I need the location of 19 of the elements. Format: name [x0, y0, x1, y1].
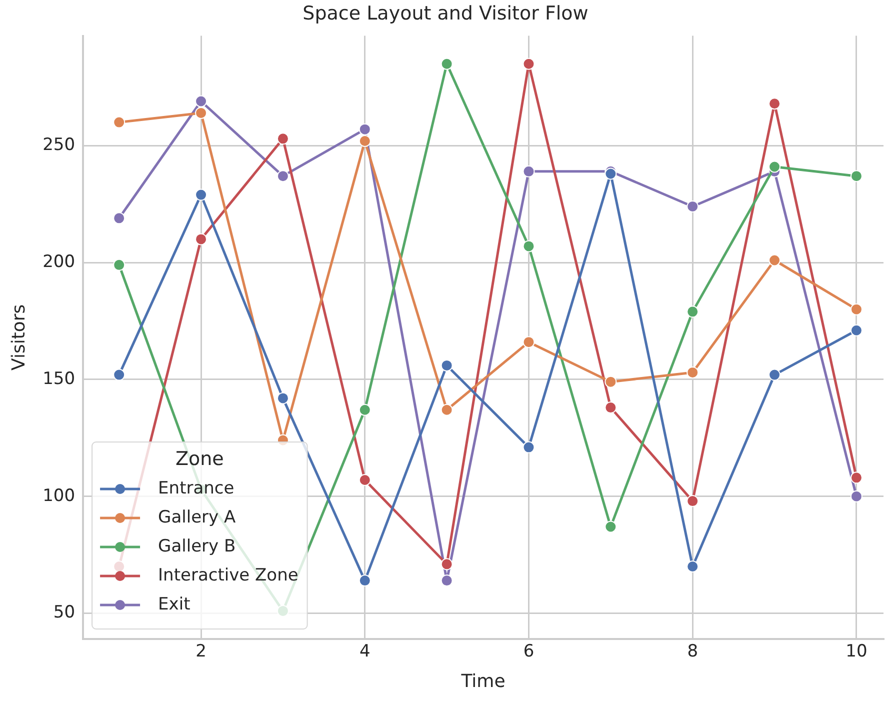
y-tick-label: 100 [42, 486, 76, 506]
y-axis-title: Visitors [8, 304, 30, 370]
legend-title: Zone [175, 448, 224, 470]
legend-label: Exit [158, 594, 191, 614]
legend-label: Entrance [158, 478, 234, 498]
x-tick-label: 8 [687, 642, 698, 662]
x-tick-label: 2 [196, 642, 206, 662]
x-tick-label: 10 [846, 642, 868, 662]
x-tick-label: 6 [523, 642, 534, 662]
y-tick-label: 250 [42, 135, 76, 156]
chart-title: Space Layout and Visitor Flow [302, 2, 588, 24]
y-tick-label: 50 [53, 602, 76, 623]
y-tick-label: 150 [42, 368, 76, 389]
legend-label: Interactive Zone [158, 565, 298, 586]
x-axis-title: Time [460, 670, 506, 692]
y-tick-label: 200 [42, 252, 76, 272]
legend-label: Gallery B [158, 536, 236, 556]
x-tick-label: 4 [359, 642, 370, 662]
legend-label: Gallery A [158, 507, 236, 528]
